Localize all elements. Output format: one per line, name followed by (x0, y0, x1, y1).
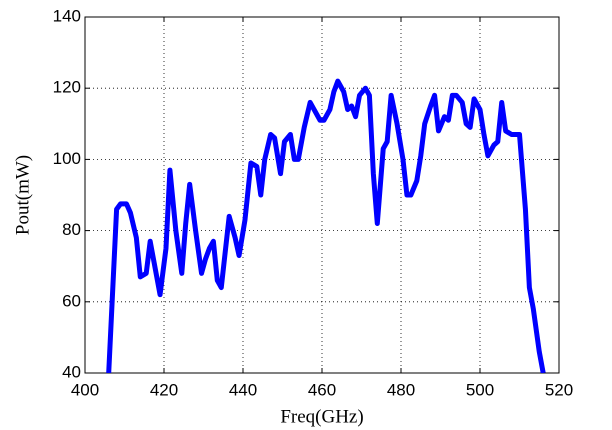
x-axis-label: Freq(GHz) (280, 406, 363, 427)
x-tick-label: 400 (71, 380, 99, 399)
y-axis-label: Pout(mW) (12, 155, 33, 235)
x-tick-label: 440 (229, 380, 257, 399)
data-line (106, 78, 546, 373)
y-tick-label: 140 (53, 6, 81, 25)
y-tick-label: 40 (62, 362, 81, 381)
y-tick-label: 60 (62, 291, 81, 310)
y-tick-label: 120 (53, 78, 81, 97)
x-tick-label: 480 (387, 380, 415, 399)
x-tick-label: 420 (150, 380, 178, 399)
x-tick-label: 460 (308, 380, 336, 399)
y-tick-label: 100 (53, 149, 81, 168)
y-tick-label: 80 (62, 220, 81, 239)
x-tick-label: 520 (545, 380, 573, 399)
plot-frame (84, 16, 560, 374)
x-tick-label: 500 (466, 380, 494, 399)
